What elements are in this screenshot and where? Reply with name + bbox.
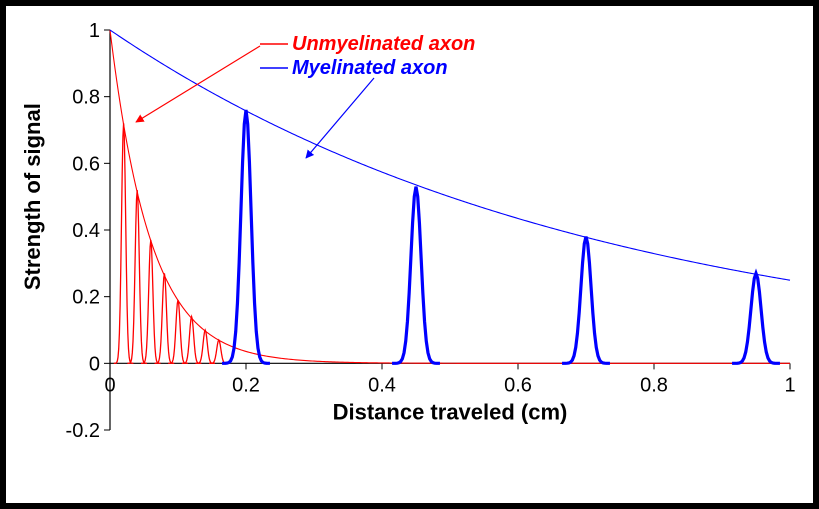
legend-unmyelinated: Unmyelinated axon [292, 33, 475, 55]
myelinated-peak [222, 110, 270, 363]
y-tick-label: 1 [89, 20, 100, 42]
unmyelinated-peak [182, 317, 202, 364]
x-axis-title: Distance traveled (cm) [333, 399, 568, 424]
y-tick-label: 0.2 [72, 287, 100, 309]
unmyelinated-peak [127, 190, 147, 363]
legend-arrow [306, 78, 374, 158]
y-axis-title: Strength of signal [20, 103, 45, 290]
myelinated-envelope [110, 30, 790, 280]
myelinated-peak [392, 187, 440, 364]
legend-myelinated: Myelinated axon [292, 57, 448, 79]
x-tick-label: 0.4 [368, 374, 396, 396]
x-tick-label: 1 [784, 374, 795, 396]
chart-frame: 0 0.2 0.4 0.6 0.8 1 -0.2 0 0.2 0.4 0.6 0.8 1 Distance… [0, 0, 819, 509]
x-tick-label: 0.8 [640, 374, 668, 396]
unmyelinated-peak [155, 273, 175, 363]
chart-svg: 0 0.2 0.4 0.6 0.8 1 -0.2 0 0.2 0.4 0.6 0.8 1 Distance… [12, 12, 819, 509]
x-tick-label: 0.6 [504, 374, 532, 396]
y-tick-label: 0.4 [72, 220, 100, 242]
y-tick-label: 0 [89, 353, 100, 375]
legend-arrow [136, 46, 260, 122]
myelinated-peak [562, 237, 610, 364]
x-tick-label: 0.2 [232, 374, 260, 396]
series [110, 30, 790, 363]
x-tick-label: 0 [104, 374, 115, 396]
y-tick-label: 0.8 [72, 87, 100, 109]
y-tick-label: -0.2 [66, 420, 100, 442]
unmyelinated-peak [195, 330, 215, 363]
y-tick-label: 0.6 [72, 153, 100, 175]
myelinated-peak [732, 273, 780, 363]
